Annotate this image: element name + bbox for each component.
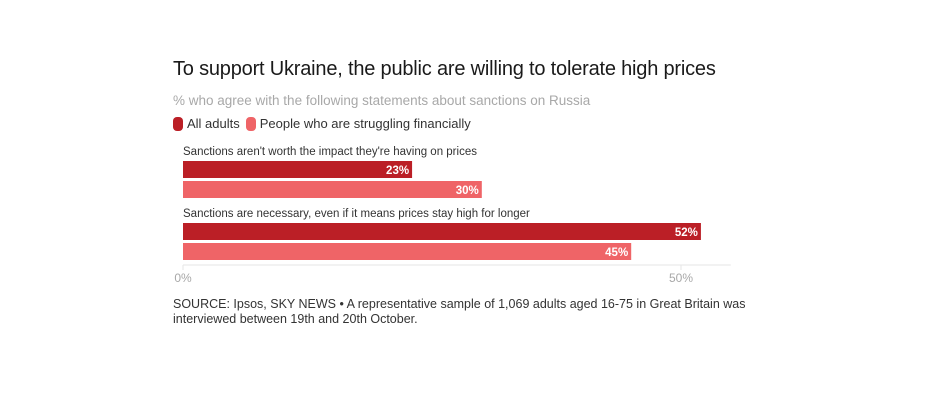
bar-struggling	[183, 243, 632, 260]
legend-label-all-adults: All adults	[187, 116, 240, 131]
chart-title: To support Ukraine, the public are willi…	[173, 58, 716, 80]
chart-subtitle: % who agree with the following statement…	[173, 93, 591, 108]
bar-value-label: 52%	[675, 227, 698, 239]
bar-struggling	[183, 181, 482, 198]
bar-value-label: 45%	[605, 247, 628, 259]
legend-label-struggling: People who are struggling financially	[259, 116, 471, 131]
legend-swatch-struggling	[245, 116, 256, 131]
legend-item-struggling: People who are struggling financially	[245, 116, 471, 131]
category-label: Sanctions aren't worth the impact they'r…	[183, 146, 477, 158]
x-tick-label: 0%	[174, 271, 192, 285]
bar-all-adults	[183, 223, 701, 240]
legend-item-all-adults: All adults	[173, 116, 240, 131]
category-label: Sanctions are necessary, even if it mean…	[183, 208, 530, 220]
source-note: SOURCE: Ipsos, SKY NEWS • A representati…	[173, 297, 746, 326]
legend-swatch-all-adults	[173, 116, 183, 131]
x-tick-label: 50%	[669, 271, 693, 285]
bar-value-label: 30%	[456, 185, 479, 197]
legend: All adults People who are struggling fin…	[173, 116, 477, 131]
bar-all-adults	[183, 161, 413, 178]
bar-value-label: 23%	[386, 165, 409, 177]
